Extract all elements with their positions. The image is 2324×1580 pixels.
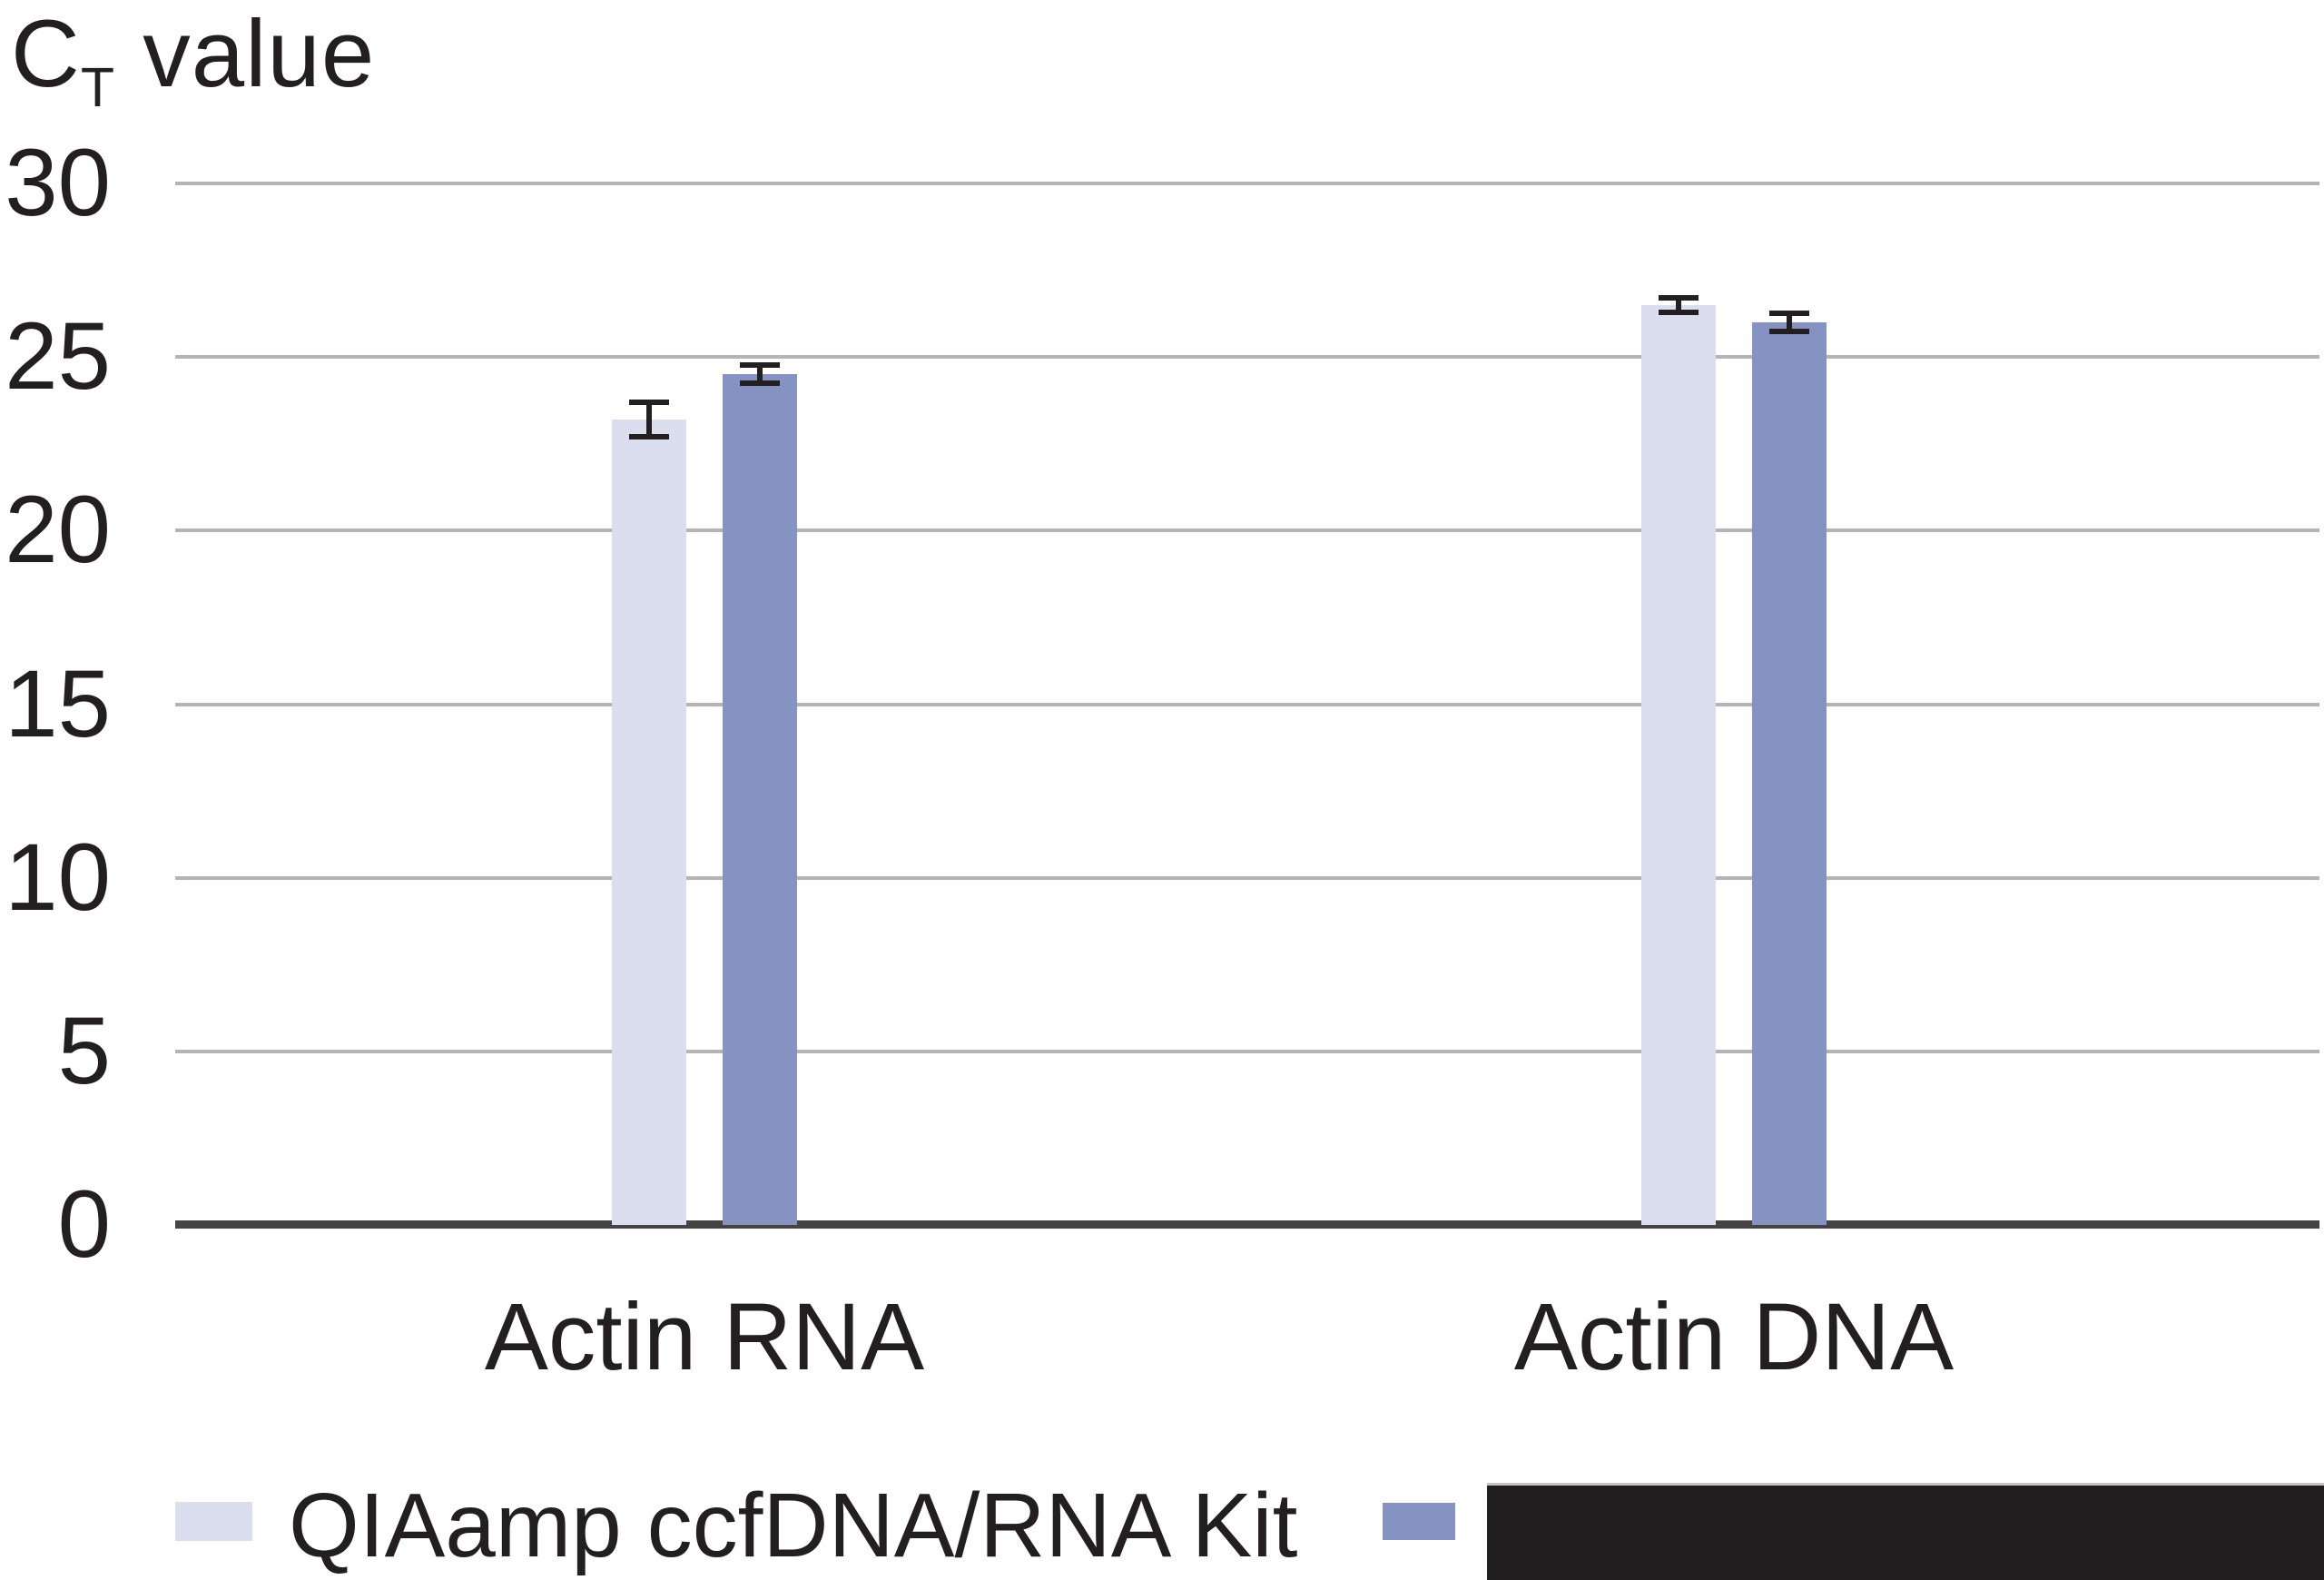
redacted-legend-label	[1487, 1483, 2324, 1580]
x-axis-line	[175, 1220, 2319, 1229]
y-tick-label-5: 5	[57, 998, 111, 1104]
y-tick-label-25: 25	[5, 303, 111, 410]
error-bar-line-qiaamp-ccfdna-rna-kit-actin-rna	[646, 404, 652, 435]
error-bar-line-competitor-kit-actin-dna	[1787, 315, 1792, 330]
error-bar-cap-bottom-competitor-kit-actin-dna	[1769, 329, 1809, 334]
y-axis-title-subscript: T	[80, 56, 116, 118]
y-axis-title-prefix: C	[11, 1, 81, 107]
bar-qiaamp-ccfdna-rna-kit-actin-dna	[1641, 305, 1716, 1225]
gridline-30	[175, 182, 2319, 185]
error-bar-cap-top-competitor-kit-actin-rna	[740, 362, 780, 368]
gridline-10	[175, 876, 2319, 880]
error-bar-cap-bottom-competitor-kit-actin-rna	[740, 380, 780, 386]
error-bar-line-competitor-kit-actin-rna	[757, 367, 763, 381]
error-bar-cap-bottom-qiaamp-ccfdna-rna-kit-actin-rna	[629, 434, 669, 439]
error-bar-cap-top-qiaamp-ccfdna-rna-kit-actin-dna	[1659, 295, 1699, 301]
legend-label-qiaamp-kit: QIAamp ccfDNA/RNA Kit	[289, 1475, 1298, 1576]
y-tick-label-10: 10	[5, 825, 111, 931]
gridline-15	[175, 703, 2319, 706]
x-category-label-actin-dna: Actin DNA	[1513, 1284, 1955, 1390]
error-bar-cap-bottom-qiaamp-ccfdna-rna-kit-actin-dna	[1659, 310, 1699, 315]
bar-competitor-kit-actin-dna	[1752, 322, 1827, 1225]
y-tick-label-15: 15	[5, 651, 111, 757]
y-axis-title: CT value	[11, 1, 376, 115]
bar-competitor-kit-actin-rna	[723, 374, 797, 1225]
legend-swatch-qiaamp-kit	[175, 1502, 252, 1541]
y-tick-label-20: 20	[5, 477, 111, 583]
y-tick-label-30: 30	[5, 130, 111, 236]
legend-swatch-competitor	[1383, 1503, 1455, 1540]
error-bar-cap-top-qiaamp-ccfdna-rna-kit-actin-rna	[629, 400, 669, 405]
gridline-25	[175, 355, 2319, 359]
error-bar-line-qiaamp-ccfdna-rna-kit-actin-dna	[1676, 300, 1681, 311]
y-axis-title-rest: value	[115, 1, 376, 107]
gridline-5	[175, 1050, 2319, 1053]
error-bar-cap-top-competitor-kit-actin-dna	[1769, 311, 1809, 316]
gridline-20	[175, 528, 2319, 532]
x-category-label-actin-rna: Actin RNA	[484, 1284, 925, 1390]
bar-qiaamp-ccfdna-rna-kit-actin-rna	[612, 420, 686, 1225]
y-tick-label-0: 0	[57, 1171, 111, 1278]
